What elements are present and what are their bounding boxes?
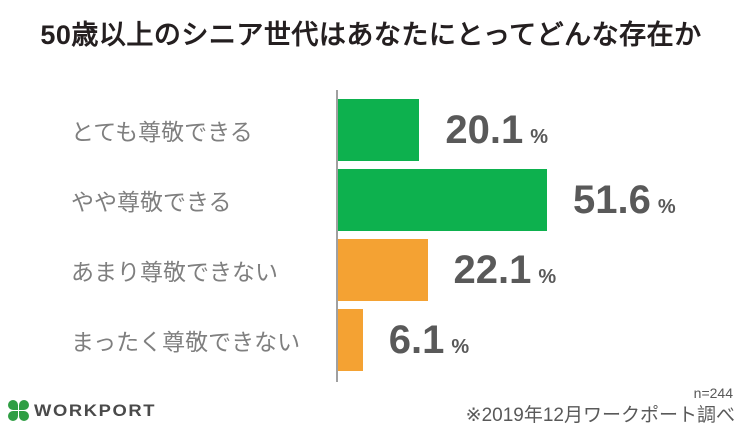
workport-logo: WORKPORT [8, 400, 154, 421]
chart-title: 50歳以上のシニア世代はあなたにとってどんな存在か [40, 20, 702, 50]
bar [338, 169, 547, 231]
bar [338, 239, 428, 301]
bar [338, 309, 363, 371]
y-axis-line [336, 90, 338, 382]
source-note: ※2019年12月ワークポート調べ [465, 405, 735, 426]
value-label: 22.1% [454, 248, 557, 293]
percent-sign: % [451, 335, 470, 358]
bar-row: まったく尊敬できない 6.1% [0, 309, 742, 371]
bar-row: あまり尊敬できない 22.1% [0, 239, 742, 301]
percent-sign: % [538, 265, 557, 288]
bar-row: とても尊敬できる 20.1% [0, 99, 742, 161]
category-label: あまり尊敬できない [71, 259, 278, 285]
sample-size: n=244 [693, 385, 733, 401]
value-number: 20.1 [445, 107, 524, 152]
bar-row: やや尊敬できる 51.6% [0, 169, 742, 231]
category-label: とても尊敬できる [71, 119, 253, 145]
chart-rows: とても尊敬できる 20.1% やや尊敬できる 51.6% あまり尊敬できない 22.1% ま… [0, 99, 742, 379]
value-label: 20.1% [445, 108, 548, 153]
percent-sign: % [530, 125, 549, 148]
value-label: 6.1% [389, 318, 469, 363]
bar [338, 99, 420, 161]
value-number: 6.1 [388, 317, 445, 362]
value-number: 22.1 [453, 247, 532, 292]
logo-text: WORKPORT [34, 400, 157, 420]
percent-sign: % [657, 195, 676, 218]
category-label: やや尊敬できる [71, 189, 232, 215]
value-label: 51.6% [573, 178, 676, 223]
value-number: 51.6 [572, 177, 651, 222]
category-label: まったく尊敬できない [71, 329, 301, 355]
clover-icon [8, 400, 29, 421]
